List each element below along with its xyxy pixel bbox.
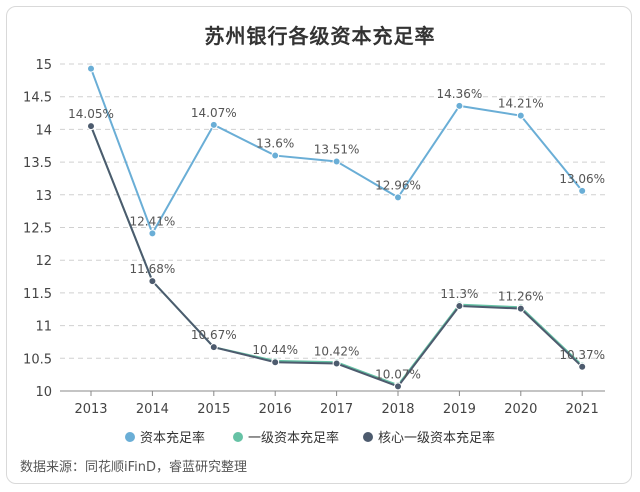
data-label: 11.26% bbox=[498, 290, 544, 304]
data-label: 14.07% bbox=[191, 106, 237, 120]
x-tick-label: 2016 bbox=[259, 402, 292, 417]
data-point bbox=[578, 186, 587, 195]
data-label: 10.67% bbox=[191, 328, 237, 342]
data-label: 13.51% bbox=[314, 142, 360, 156]
data-label: 12.96% bbox=[375, 178, 421, 192]
data-point bbox=[148, 277, 157, 286]
data-point bbox=[148, 229, 157, 238]
legend-label: 资本充足率 bbox=[140, 430, 205, 446]
data-point bbox=[578, 362, 587, 371]
data-point bbox=[394, 382, 402, 391]
data-point bbox=[87, 64, 95, 73]
data-point bbox=[271, 358, 280, 367]
data-point bbox=[516, 304, 525, 313]
data-point bbox=[209, 343, 218, 352]
data-label: 10.07% bbox=[375, 367, 421, 381]
y-tick-label: 13 bbox=[35, 189, 52, 204]
y-tick-label: 13.5 bbox=[23, 156, 52, 171]
y-tick-label: 11 bbox=[35, 320, 52, 335]
data-label: 11.68% bbox=[130, 262, 176, 276]
data-point bbox=[209, 120, 218, 129]
data-point bbox=[87, 122, 95, 131]
x-tick-label: 2014 bbox=[136, 402, 169, 417]
legend-label: 一级资本充足率 bbox=[248, 430, 339, 446]
data-point bbox=[394, 193, 402, 202]
y-tick-label: 10.5 bbox=[23, 352, 52, 367]
data-label: 10.37% bbox=[559, 348, 605, 362]
x-tick-label: 2013 bbox=[74, 402, 107, 417]
legend-marker bbox=[125, 432, 135, 442]
y-tick-label: 15 bbox=[35, 58, 52, 73]
data-label: 11.3% bbox=[440, 287, 478, 301]
x-tick-label: 2021 bbox=[566, 402, 599, 417]
legend-marker bbox=[233, 432, 243, 442]
y-tick-label: 14 bbox=[35, 123, 52, 138]
chart-frame bbox=[6, 6, 632, 484]
data-label: 14.36% bbox=[437, 87, 483, 101]
data-point bbox=[516, 111, 525, 120]
data-point bbox=[455, 301, 464, 310]
data-point bbox=[332, 359, 341, 368]
data-label: 13.6% bbox=[256, 137, 294, 151]
data-point bbox=[271, 151, 280, 160]
x-tick-label: 2020 bbox=[504, 402, 537, 417]
data-label: 10.42% bbox=[314, 345, 360, 359]
data-label: 10.44% bbox=[252, 343, 298, 357]
x-tick-label: 2018 bbox=[381, 402, 414, 417]
x-tick-label: 2017 bbox=[320, 402, 353, 417]
legend-label: 核心一级资本充足率 bbox=[378, 430, 495, 446]
x-tick-label: 2015 bbox=[197, 402, 230, 417]
data-point bbox=[455, 101, 464, 110]
source-note: 数据来源：同花顺iFinD，睿蓝研究整理 bbox=[20, 460, 248, 475]
data-point bbox=[332, 157, 341, 166]
y-tick-label: 11.5 bbox=[23, 287, 52, 302]
chart-title: 苏州银行各级资本充足率 bbox=[204, 24, 436, 48]
data-label: 14.05% bbox=[68, 107, 114, 121]
data-label: 12.41% bbox=[130, 214, 176, 228]
x-tick-label: 2019 bbox=[443, 402, 476, 417]
y-tick-label: 10 bbox=[35, 385, 52, 400]
data-label: 13.06% bbox=[559, 172, 605, 186]
legend-marker bbox=[363, 432, 373, 442]
data-label: 14.21% bbox=[498, 97, 544, 111]
y-tick-label: 14.5 bbox=[23, 91, 52, 106]
y-tick-label: 12 bbox=[35, 254, 52, 269]
y-tick-label: 12.5 bbox=[23, 222, 52, 237]
